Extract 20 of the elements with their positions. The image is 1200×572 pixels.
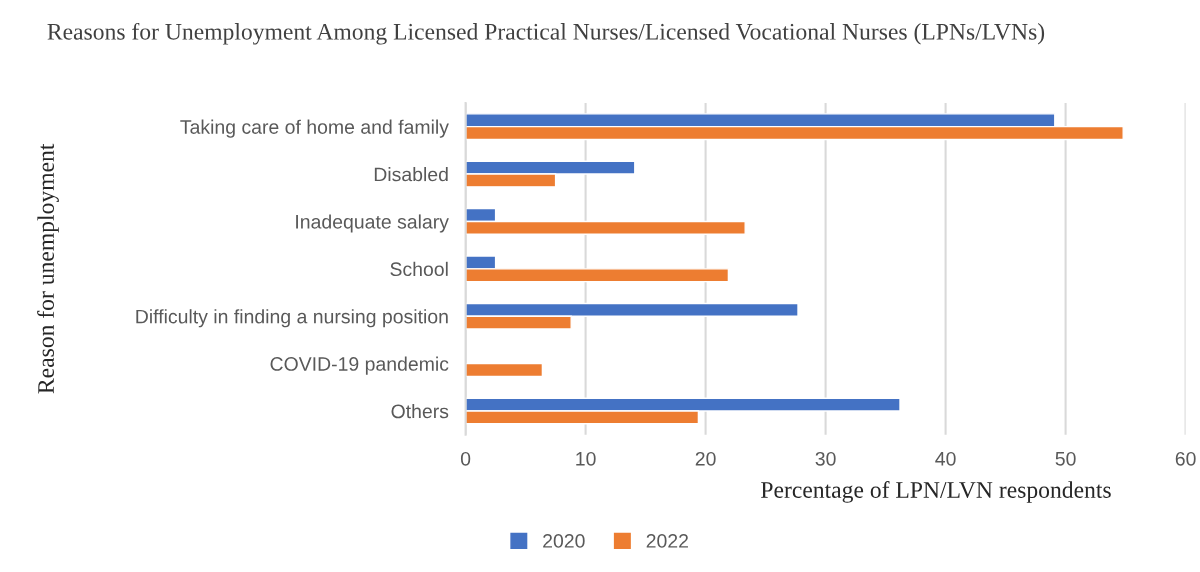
legend-label: 2020 <box>543 534 585 548</box>
x-axis-title: Percentage of LPN/LVN respondents <box>761 481 1111 503</box>
x-tick-label: 20 <box>695 451 716 466</box>
y-tick-label: Disabled <box>374 167 448 182</box>
x-tick-label: 30 <box>815 451 836 466</box>
chart-title: Reasons for Unemployment Among Licensed Practical Nurses/Licensed Vocational Nurses (LPNs/LVNs) <box>47 22 1045 45</box>
x-tick-label: 50 <box>1055 451 1076 466</box>
y-tick-label: School <box>390 261 448 277</box>
y-tick-label: Others <box>391 403 449 419</box>
y-tick-label: COVID-19 pandemic <box>270 356 449 375</box>
bar <box>465 362 544 378</box>
x-tick-label: 0 <box>460 451 471 466</box>
y-tick-label: Difficulty in finding a nursing position <box>136 309 448 328</box>
y-axis-title: Reason for unemployment <box>37 143 59 394</box>
legend-label: 2022 <box>646 534 688 548</box>
y-tick-label: Inadequate salary <box>296 214 449 233</box>
x-tick-label: 40 <box>935 451 956 466</box>
y-tick-label: Taking care of home and family <box>180 119 449 138</box>
x-tick-label: 10 <box>576 451 596 466</box>
x-tick-label: 60 <box>1175 451 1196 466</box>
